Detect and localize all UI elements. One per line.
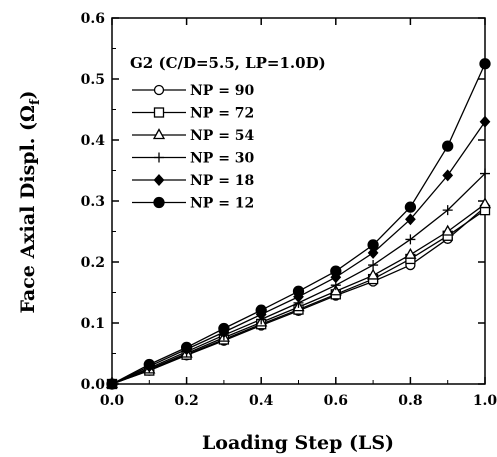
series-3-point	[329, 284, 342, 296]
legend-label: NP = 72	[190, 106, 254, 122]
series-3-point	[478, 197, 492, 209]
legend-marker	[154, 152, 164, 163]
plot-frame	[111, 17, 486, 385]
series-4-point	[368, 260, 379, 271]
y-axis-title-symbol: Ω	[17, 105, 39, 122]
y-tick-label: 0.6	[81, 11, 105, 27]
series-6-point	[479, 58, 491, 70]
legend-label: NP = 54	[190, 128, 255, 144]
y-tick-label: 0.1	[81, 316, 105, 332]
series-5-point	[442, 169, 454, 182]
legend-label: NP = 18	[190, 173, 254, 189]
series-line-5	[111, 121, 486, 385]
series-6-point	[292, 285, 305, 297]
x-tick-label: 0.2	[174, 393, 198, 409]
legend-label: NP = 90	[190, 83, 255, 99]
series-6-point	[255, 304, 267, 316]
series-5-point	[405, 213, 416, 226]
series-6-point	[404, 201, 417, 213]
series-4-point	[480, 168, 490, 179]
axis-ticks: 0.0 0.2 0.4 0.6 0.8 1.0 0.0 0.1 0.2 0.3 0.4 0.5 0.6	[81, 11, 497, 409]
y-tick-label: 0.2	[81, 255, 105, 271]
series-markers	[105, 58, 492, 390]
series-6-point	[143, 358, 155, 371]
series-6-point	[367, 239, 379, 251]
legend-label: NP = 12	[190, 196, 254, 212]
series-6-point	[106, 378, 118, 390]
series-3-point	[366, 268, 380, 280]
series-4-point	[405, 234, 416, 245]
legend-marker	[152, 128, 166, 140]
legend-title: G2 (C/D=5.5, LP=1.0D)	[130, 54, 326, 72]
y-tick-label: 0.0	[81, 377, 106, 393]
y-axis-title-prefix: Face Axial Displ. (	[17, 122, 39, 314]
legend-marker	[153, 174, 165, 186]
series-3-point	[404, 247, 417, 259]
y-tick-label: 0.5	[81, 72, 105, 88]
x-tick-label: 0.8	[398, 393, 422, 409]
x-axis-title: Loading Step (LS)	[202, 432, 394, 454]
series-3-point	[441, 224, 454, 236]
x-tick-label: 0.6	[324, 393, 348, 409]
series-6-point	[180, 341, 193, 354]
y-tick-label: 0.4	[81, 133, 106, 149]
legend: G2 (C/D=5.5, LP=1.0D) NP = 90 NP = 72 NP =…	[130, 54, 326, 212]
series-lines	[111, 63, 486, 385]
y-tick-label: 0.3	[81, 194, 105, 210]
y-axis-title-subscript: f	[28, 98, 43, 105]
legend-marker	[153, 84, 165, 96]
series-4-point	[442, 205, 453, 216]
y-axis-title: Face Axial Displ. (Ωf)	[17, 90, 43, 313]
x-tick-label: 1.0	[473, 393, 497, 409]
series-6-point	[218, 322, 230, 335]
y-axis-title-suffix: )	[17, 90, 39, 99]
series-6-point	[330, 265, 342, 277]
x-tick-label: 0.0	[100, 393, 125, 409]
series-6-point	[442, 140, 454, 152]
legend-marker	[153, 196, 165, 209]
x-tick-label: 0.4	[249, 393, 274, 409]
series-5-point	[479, 115, 491, 128]
series-5-point	[367, 246, 379, 259]
series-line-6	[111, 63, 486, 385]
legend-label: NP = 30	[190, 151, 255, 167]
legend-marker	[153, 107, 165, 118]
series-line-4	[111, 173, 486, 385]
